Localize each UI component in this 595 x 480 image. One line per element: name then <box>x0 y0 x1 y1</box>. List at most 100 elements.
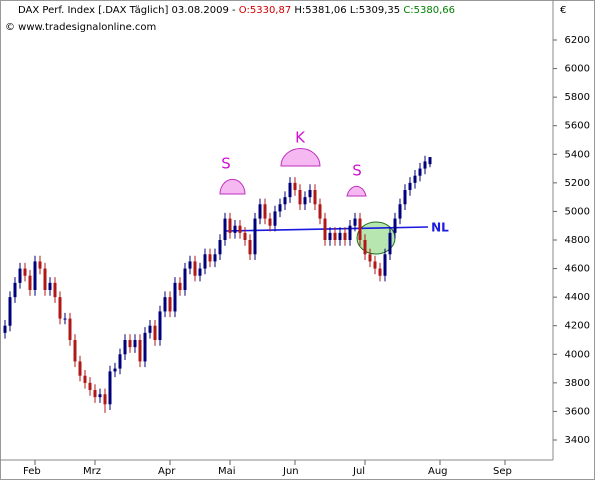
title-highlow: H:5381,06 L:5309,35 <box>294 5 400 16</box>
candle-body <box>363 240 367 255</box>
title-close: C:5380,66 <box>403 5 455 16</box>
candle-body <box>303 197 307 205</box>
candle-body <box>53 282 57 298</box>
candle-body <box>263 204 267 219</box>
candle-body <box>413 175 417 183</box>
x-tick-label: Mrz <box>83 466 101 477</box>
candle-body <box>118 354 122 369</box>
x-tick-label: Feb <box>23 466 41 477</box>
candle-body <box>48 282 52 290</box>
candle-body <box>373 261 377 269</box>
candle-body <box>288 182 292 198</box>
currency: € <box>560 5 566 16</box>
y-tick-label: 3800 <box>565 378 590 389</box>
candle-body <box>38 261 42 269</box>
y-tick-label: 5800 <box>565 92 590 103</box>
chart-title: DAX Perf. Index [.DAX Täglich] 03.08.200… <box>18 5 455 16</box>
candle-body <box>248 240 252 255</box>
candle-body <box>203 254 207 269</box>
candle-body <box>178 282 182 290</box>
candle-body <box>378 268 382 276</box>
annotation: S <box>221 155 231 173</box>
y-tick-label: 3400 <box>565 435 590 446</box>
candle-body <box>3 325 7 333</box>
candle-body <box>113 368 117 372</box>
candle-body <box>158 311 162 340</box>
candle-body <box>218 240 222 255</box>
candle-body <box>123 340 127 355</box>
y-tick-label: 5200 <box>565 178 590 189</box>
candle-body <box>8 297 12 326</box>
candle-body <box>408 182 412 190</box>
candle-body <box>168 297 172 312</box>
candle-body <box>243 232 247 240</box>
candle-body <box>348 225 352 240</box>
candle-body <box>293 182 297 190</box>
candle-body <box>28 275 32 290</box>
head-arc <box>280 148 321 167</box>
y-tick-label: 6200 <box>565 35 590 46</box>
candle-body <box>68 318 72 340</box>
x-tick-label: Apr <box>158 466 176 477</box>
candle-body <box>298 190 302 205</box>
candle-body <box>128 340 132 348</box>
candle-body <box>223 218 227 240</box>
candle-body <box>108 371 112 405</box>
title-open: O:5330,87 <box>239 5 291 16</box>
candle-body <box>143 332 147 362</box>
candle-body <box>343 232 347 240</box>
candle-body <box>353 218 357 226</box>
candle-body <box>383 254 387 276</box>
candle-body <box>18 268 22 283</box>
y-tick-label: 4400 <box>565 292 590 303</box>
candle-body <box>268 218 272 226</box>
x-tick-label: Aug <box>428 466 448 477</box>
y-tick-label: 3600 <box>565 406 590 417</box>
y-tick-label: 6000 <box>565 64 590 75</box>
candle-body <box>323 218 327 240</box>
candle-body <box>193 261 197 276</box>
y-tick-label: 5600 <box>565 121 590 132</box>
candle-body <box>423 161 427 169</box>
candle-body <box>318 204 322 219</box>
shoulder-arc <box>219 178 246 195</box>
candle-body <box>88 382 92 390</box>
candle-body <box>63 318 67 320</box>
candle-body <box>258 204 262 219</box>
annotation: S <box>352 162 362 180</box>
y-tick-label: 4000 <box>565 349 590 360</box>
candle-body <box>338 232 342 240</box>
x-tick-label: Mai <box>218 466 236 477</box>
candle-body <box>183 268 187 290</box>
title-name: DAX Perf. Index [.DAX Täglich] 03.08.200… <box>18 5 236 16</box>
candle-body <box>358 218 362 240</box>
candle-body <box>173 282 177 312</box>
candle-body <box>188 261 192 269</box>
candle-body <box>278 204 282 212</box>
candle-body <box>148 325 152 333</box>
candle-body <box>333 232 337 240</box>
annotation: NL <box>431 221 449 235</box>
y-tick-label: 5400 <box>565 149 590 160</box>
candle-body <box>313 190 317 205</box>
candle-body <box>283 197 287 205</box>
candle-body <box>403 190 407 205</box>
y-tick-label: 4200 <box>565 321 590 332</box>
candle-body <box>393 218 397 233</box>
candle-body <box>138 340 142 362</box>
candle-body <box>213 254 217 262</box>
candle-body <box>273 211 277 226</box>
candle-body <box>133 340 137 348</box>
candle-body <box>58 297 62 319</box>
candle-body <box>103 394 107 405</box>
candle-body <box>253 218 257 255</box>
x-tick-label: Jun <box>282 466 299 477</box>
candle-body <box>198 268 202 276</box>
candle-body <box>93 390 97 398</box>
candle-body <box>228 218 232 233</box>
y-tick-label: 4600 <box>565 264 590 275</box>
candle-body <box>388 232 392 255</box>
y-tick-label: 5000 <box>565 206 590 217</box>
